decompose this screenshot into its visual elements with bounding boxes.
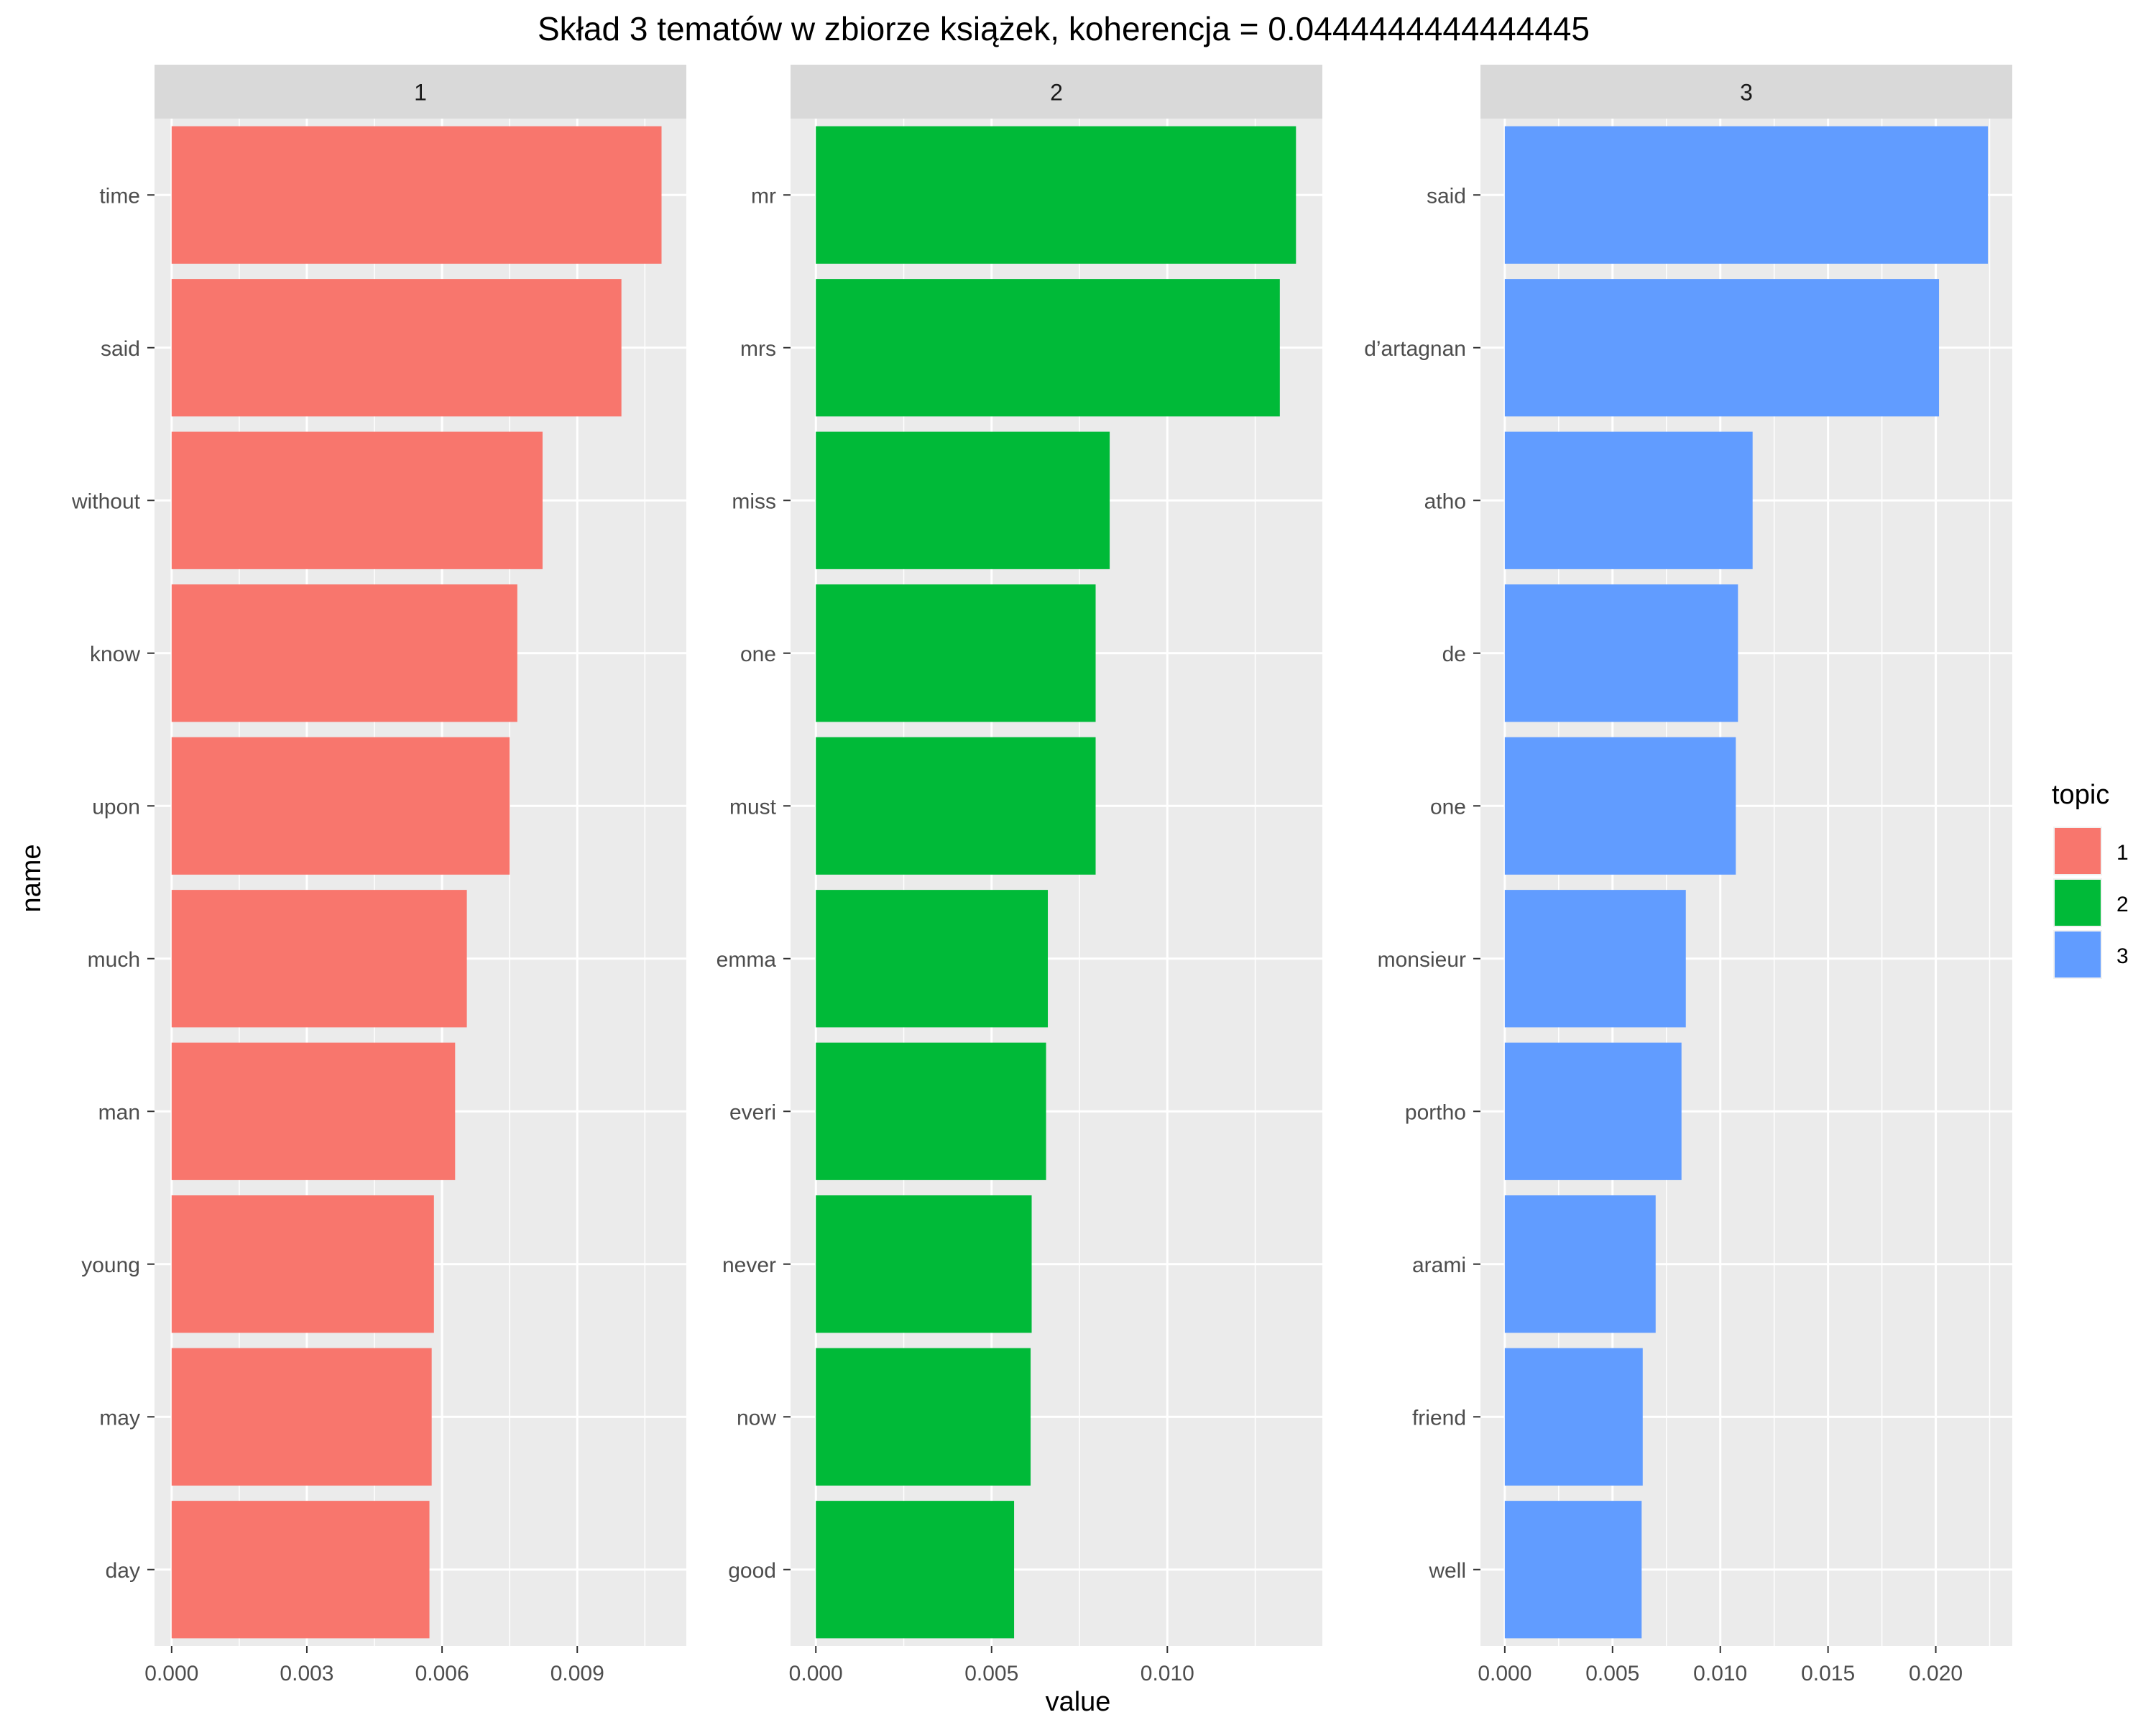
y-tick-label: man bbox=[98, 1100, 140, 1124]
facet-panel-2: 2 0.000 0.005 0.010 mr mrs miss one must emma ever… bbox=[717, 65, 1322, 1685]
y-tick-label: friend bbox=[1412, 1406, 1466, 1430]
legend-label-1: 1 bbox=[2116, 841, 2129, 865]
facet-strip bbox=[791, 65, 1322, 119]
y-tick-label: one bbox=[740, 643, 776, 666]
bar-said bbox=[1504, 126, 1989, 264]
bar-atho bbox=[1504, 431, 1753, 569]
y-tick-label: emma bbox=[717, 948, 777, 972]
bar-young bbox=[171, 1195, 434, 1333]
bar-arami bbox=[1504, 1195, 1656, 1333]
bar-said bbox=[171, 279, 622, 417]
bar-may bbox=[171, 1348, 432, 1486]
y-tick-label: must bbox=[729, 795, 777, 819]
y-tick-label: without bbox=[71, 489, 141, 513]
bar-mr bbox=[816, 126, 1296, 264]
facet-strip bbox=[155, 65, 686, 119]
bar-time bbox=[171, 126, 662, 264]
x-tick-label: 0.015 bbox=[1801, 1662, 1855, 1685]
y-tick-label: well bbox=[1428, 1559, 1466, 1583]
y-tick-label: may bbox=[99, 1406, 140, 1430]
x-tick-label: 0.020 bbox=[1909, 1662, 1963, 1685]
y-tick-label: upon bbox=[92, 795, 140, 819]
chart-title: Skład 3 tematów w zbiorze książek, koher… bbox=[538, 10, 1590, 47]
bar-de bbox=[1504, 584, 1738, 722]
y-tick-label: never bbox=[722, 1254, 776, 1277]
x-tick-label: 0.009 bbox=[550, 1662, 604, 1685]
y-tick-label: de bbox=[1442, 643, 1466, 666]
facet-panel-1: 1 0.000 0.003 0.006 0.009 time said without know… bbox=[71, 65, 686, 1685]
bar-much bbox=[171, 890, 467, 1028]
x-tick-label: 0.010 bbox=[1693, 1662, 1747, 1685]
x-tick-label: 0.006 bbox=[415, 1662, 469, 1685]
legend-swatch-2 bbox=[2055, 880, 2101, 926]
bar-good bbox=[816, 1501, 1015, 1639]
y-axis-title: name bbox=[17, 844, 47, 912]
y-tick-label: portho bbox=[1405, 1100, 1466, 1124]
bar-friend bbox=[1504, 1348, 1643, 1486]
bar-never bbox=[816, 1195, 1032, 1333]
y-tick-label: time bbox=[99, 184, 140, 208]
facet-strip-label: 2 bbox=[1050, 80, 1063, 106]
facet-panels: 1 0.000 0.003 0.006 0.009 time said without know… bbox=[71, 65, 2012, 1685]
x-tick-label: 0.000 bbox=[789, 1662, 843, 1685]
y-tick-label: young bbox=[81, 1254, 140, 1277]
legend-label-3: 3 bbox=[2116, 944, 2129, 968]
x-tick-label: 0.005 bbox=[964, 1662, 1018, 1685]
y-tick-label: everi bbox=[729, 1100, 776, 1124]
x-tick-label: 0.010 bbox=[1141, 1662, 1194, 1685]
bar-miss bbox=[816, 431, 1110, 569]
bar-monsieur bbox=[1504, 890, 1686, 1028]
bar-everi bbox=[816, 1042, 1046, 1180]
facet-strip-label: 3 bbox=[1740, 80, 1753, 106]
legend-swatch-1 bbox=[2055, 828, 2101, 874]
bar-portho bbox=[1504, 1042, 1682, 1180]
y-tick-label: atho bbox=[1424, 489, 1466, 513]
x-tick-label: 0.005 bbox=[1585, 1662, 1639, 1685]
legend-title: topic bbox=[2052, 780, 2109, 810]
bar-without bbox=[171, 431, 543, 569]
facet-panel-3: 3 0.000 0.005 0.010 0.015 0.020 said d’artagnan… bbox=[1364, 65, 2012, 1685]
bar-one bbox=[1504, 737, 1736, 875]
y-tick-label: now bbox=[737, 1406, 776, 1430]
y-tick-label: miss bbox=[732, 489, 776, 513]
y-tick-label: d’artagnan bbox=[1364, 337, 1466, 361]
legend: topic 1 2 3 bbox=[2052, 780, 2129, 979]
y-tick-label: one bbox=[1430, 795, 1466, 819]
bar-man bbox=[171, 1042, 456, 1180]
x-tick-label: 0.000 bbox=[144, 1662, 198, 1685]
y-tick-label: good bbox=[728, 1559, 776, 1583]
y-tick-label: arami bbox=[1412, 1254, 1466, 1277]
y-tick-label: mr bbox=[751, 184, 776, 208]
y-tick-label: said bbox=[1427, 184, 1466, 208]
legend-swatch-3 bbox=[2055, 932, 2101, 978]
bar-one bbox=[816, 584, 1096, 722]
bar-mrs bbox=[816, 279, 1280, 417]
y-tick-label: said bbox=[101, 337, 140, 361]
bar-know bbox=[171, 584, 517, 722]
bar-now bbox=[816, 1348, 1031, 1486]
bar-day bbox=[171, 1501, 430, 1639]
bar-d’artagnan bbox=[1504, 279, 1940, 417]
y-tick-label: know bbox=[90, 643, 140, 666]
x-tick-label: 0.003 bbox=[280, 1662, 333, 1685]
bar-must bbox=[816, 737, 1096, 875]
bar-upon bbox=[171, 737, 510, 875]
y-tick-label: mrs bbox=[740, 337, 776, 361]
facet-strip bbox=[1480, 65, 2012, 119]
y-tick-label: much bbox=[88, 948, 140, 972]
x-axis-title: value bbox=[1046, 1687, 1111, 1717]
x-tick-label: 0.000 bbox=[1478, 1662, 1531, 1685]
bar-emma bbox=[816, 890, 1049, 1028]
bar-well bbox=[1504, 1501, 1642, 1639]
legend-label-2: 2 bbox=[2116, 893, 2129, 916]
facet-strip-label: 1 bbox=[414, 80, 427, 106]
y-tick-label: day bbox=[106, 1559, 140, 1583]
y-tick-label: monsieur bbox=[1378, 948, 1466, 972]
